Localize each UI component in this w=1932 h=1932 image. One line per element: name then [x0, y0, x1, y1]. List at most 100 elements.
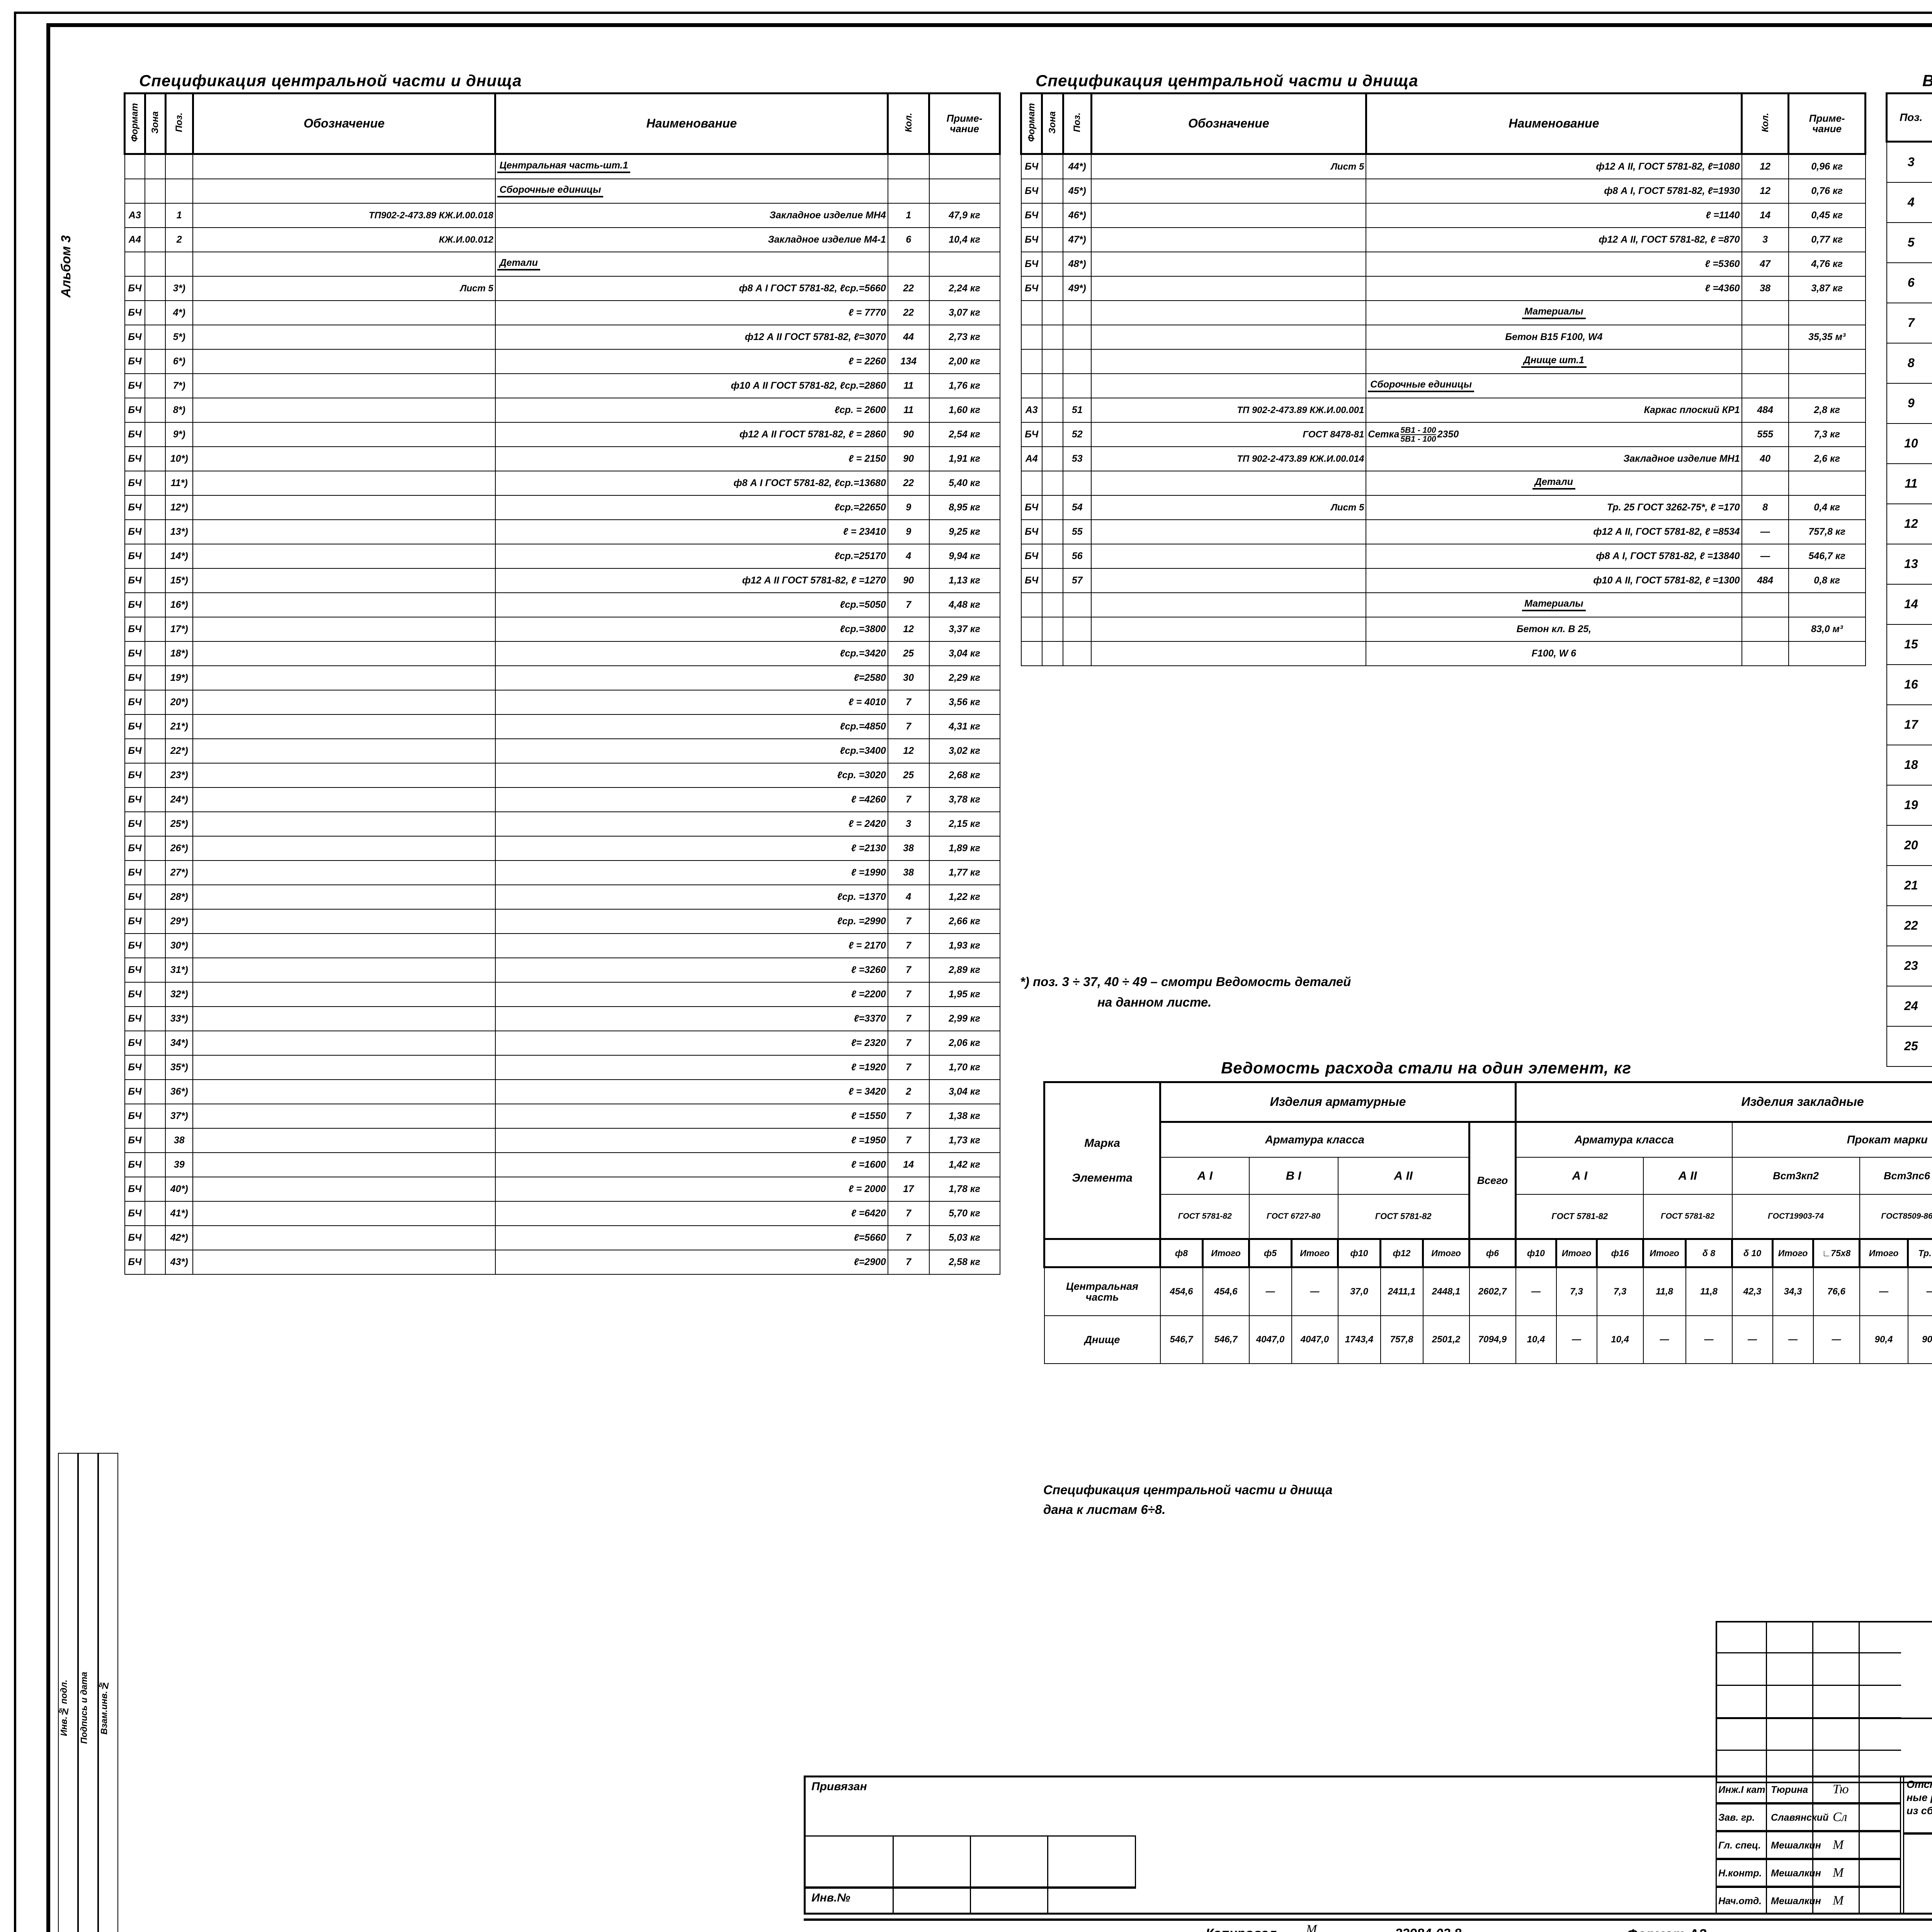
- steel-diam-17: Тр. 25: [1907, 1238, 1932, 1268]
- cell-name: ℓ= 2320: [495, 1031, 888, 1056]
- cell-zone: [145, 1201, 166, 1226]
- table-row: БЧ 36*) ℓ = 3420 2 3,04 кг: [124, 1079, 1000, 1104]
- table-row: БЧ 46*) ℓ =1140 14 0,45 кг: [1020, 203, 1866, 228]
- cell-poz: 9*): [165, 422, 194, 447]
- cell-zone: [145, 1006, 166, 1031]
- cell-poz: 49*): [1063, 276, 1092, 301]
- cell-zone: [145, 398, 166, 423]
- spec-left-caption: Спецификация центральной части и днища: [139, 71, 522, 90]
- cell-poz: 13: [1886, 544, 1932, 585]
- cell-designation: Лист 5: [192, 276, 496, 301]
- table-row: БЧ 43*) ℓ=2900 7 2,58 кг: [124, 1250, 1000, 1275]
- table-row: Днище 546,7 546,7 4047,0 4047,0 1743,4 757,8 25…: [1044, 1315, 1932, 1364]
- cell-poz: 56: [1063, 544, 1092, 569]
- cell-qty: [1741, 592, 1789, 617]
- cell-qty: [1741, 373, 1789, 398]
- cell-name: F100, W 6: [1366, 641, 1742, 666]
- table-row: Материалы: [1020, 300, 1866, 325]
- cell-note: 0,4 кг: [1788, 495, 1866, 520]
- cell-qty: 12: [1741, 179, 1789, 204]
- cell-name: Днище шт.1: [1366, 349, 1742, 374]
- cell-name: ℓ = 3420: [495, 1079, 888, 1104]
- cell-poz: 9: [1886, 383, 1932, 424]
- signature-divider: [1766, 1776, 1767, 1915]
- cell-designation: [192, 300, 496, 325]
- role-name: Мешалкин: [1771, 1868, 1821, 1879]
- cell-format: БЧ: [1020, 495, 1043, 520]
- table-row: БЧ 42*) ℓ=5660 7 5,03 кг: [124, 1225, 1000, 1250]
- table-row: БЧ 21*) ℓср.=4850 7 4,31 кг: [124, 714, 1000, 739]
- cell-name: ℓ =2130: [495, 836, 888, 861]
- table-row: Сборочные единицы: [1020, 373, 1866, 398]
- revision-grid: [1716, 1621, 1901, 1783]
- cell-zone: [1041, 471, 1064, 496]
- table-row: 221604400÷1750160: [1886, 905, 1932, 946]
- cell-poz: 7*): [165, 373, 194, 398]
- cell-note: 0,96 кг: [1788, 153, 1866, 179]
- cell-poz: 45*): [1063, 179, 1092, 204]
- cell-zone: [145, 665, 166, 690]
- steel-cell: —: [1813, 1315, 1860, 1364]
- cell-poz: 29*): [165, 909, 194, 934]
- cell-qty: 7: [887, 909, 930, 934]
- cell-name: ℓ =1990: [495, 860, 888, 885]
- cell-name: ф8 А I ГОСТ 5781-82, ℓср.=5660: [495, 276, 888, 301]
- cell-zone: [145, 153, 166, 179]
- cell-qty: 17: [887, 1177, 930, 1202]
- cell-zone: [145, 811, 166, 837]
- steel-gost-b1: ГОСТ 6727-80: [1248, 1194, 1338, 1240]
- cell-poz: 16: [1886, 664, 1932, 705]
- cell-name: ℓср.=3400: [495, 738, 888, 764]
- cell-designation: ТП 902-2-473.89 КЖ.И.00.014: [1091, 446, 1367, 471]
- cell-qty: —: [1741, 544, 1789, 569]
- cell-note: 4,48 кг: [929, 592, 1000, 617]
- table-row: БЧ 8*) ℓср. = 2600 11 1,60 кг: [124, 398, 1000, 423]
- cell-format: БЧ: [1020, 179, 1043, 204]
- cell-note: 2,15 кг: [929, 811, 1000, 837]
- cell-name: ℓ =4360: [1366, 276, 1742, 301]
- cell-format: БЧ: [124, 422, 146, 447]
- cell-format: БЧ: [124, 933, 146, 958]
- cell-format: БЧ: [124, 690, 146, 715]
- cell-format: БЧ: [124, 1177, 146, 1202]
- steel-prokat-gost-0: ГОСТ19903-74: [1731, 1194, 1860, 1240]
- cell-note: 2,68 кг: [929, 763, 1000, 788]
- cell-designation: [1091, 568, 1367, 593]
- inv-no-label: Инв.№: [811, 1891, 850, 1904]
- cell-format: БЧ: [124, 1152, 146, 1177]
- cell-designation: [192, 665, 496, 690]
- cell-format: БЧ: [124, 860, 146, 885]
- cell-name: ℓ =1600: [495, 1152, 888, 1177]
- table-row: БЧ 57 ф10 А II, ГОСТ 5781-82, ℓ =1300 484 0,…: [1020, 568, 1866, 593]
- cell-format: БЧ: [124, 1128, 146, 1153]
- steel-cell: 11,8: [1643, 1267, 1686, 1316]
- cell-zone: [145, 957, 166, 983]
- cell-poz: 15*): [165, 568, 194, 593]
- table-row: 922016301000: [1886, 383, 1932, 424]
- table-row: БЧ 35*) ℓ =1920 7 1,70 кг: [124, 1055, 1000, 1080]
- cell-zone: [145, 714, 166, 739]
- table-row: БЧ 12*) ℓср.=22650 9 8,95 кг: [124, 495, 1000, 520]
- cell-poz: [1063, 349, 1092, 374]
- cell-format: БЧ: [124, 300, 146, 325]
- cell-poz: 2: [165, 227, 194, 252]
- cell-format: А4: [1020, 446, 1043, 471]
- steel-cell: —: [1515, 1267, 1557, 1316]
- steel-consumption-table: Марка Элемента Изделия арматурные Изделия з…: [1043, 1081, 1932, 1364]
- cell-note: [1788, 641, 1866, 666]
- cell-qty: 12: [887, 617, 930, 642]
- cell-designation: [1091, 203, 1367, 228]
- cell-designation: [192, 836, 496, 861]
- cell-poz: [1063, 373, 1092, 398]
- cell-designation: [192, 982, 496, 1007]
- cell-format: БЧ: [124, 1225, 146, 1250]
- steel-gost-a1: ГОСТ 5781-82: [1160, 1194, 1250, 1240]
- cell-qty: 12: [1741, 153, 1789, 179]
- cell-format: БЧ: [124, 495, 146, 520]
- cell-format: БЧ: [124, 1031, 146, 1056]
- cell-poz: 17*): [165, 617, 194, 642]
- cell-zone: [1041, 252, 1064, 277]
- cell-zone: [1041, 446, 1064, 471]
- steel-cell: 4047,0: [1291, 1315, 1338, 1364]
